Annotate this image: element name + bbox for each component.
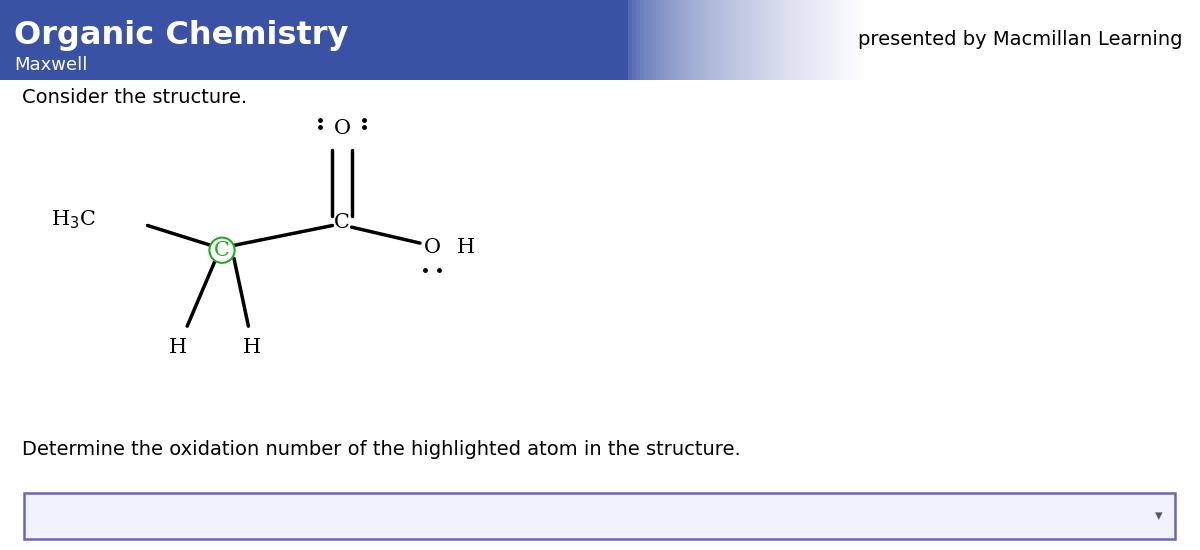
Bar <box>740 0 744 80</box>
Bar <box>680 0 684 80</box>
Bar <box>752 0 756 80</box>
Text: presented by Macmillan Learning: presented by Macmillan Learning <box>858 30 1182 50</box>
Bar <box>0 0 1200 80</box>
Bar <box>744 0 748 80</box>
Bar <box>632 0 636 80</box>
Bar <box>648 0 652 80</box>
Bar <box>828 0 832 80</box>
Bar <box>656 0 660 80</box>
Bar <box>700 0 704 80</box>
Text: O: O <box>334 118 350 138</box>
Bar <box>732 0 736 80</box>
Bar <box>684 0 688 80</box>
Bar <box>864 0 1200 80</box>
Bar <box>792 0 796 80</box>
Bar <box>664 0 668 80</box>
Bar <box>796 0 800 80</box>
Bar <box>668 0 672 80</box>
Bar <box>628 0 632 80</box>
Text: H: H <box>242 338 262 358</box>
Bar <box>708 0 712 80</box>
Bar <box>812 0 816 80</box>
Bar <box>816 0 820 80</box>
Bar <box>784 0 788 80</box>
Bar <box>820 0 824 80</box>
Bar <box>676 0 680 80</box>
Bar <box>688 0 692 80</box>
Bar <box>712 0 716 80</box>
Bar <box>768 0 772 80</box>
Bar <box>836 0 840 80</box>
Bar <box>772 0 776 80</box>
Bar <box>660 0 664 80</box>
Bar <box>704 0 708 80</box>
Text: C: C <box>214 241 230 260</box>
Bar <box>852 0 856 80</box>
Bar <box>808 0 812 80</box>
Text: ▾: ▾ <box>1156 508 1163 524</box>
Bar <box>856 0 860 80</box>
Bar <box>720 0 724 80</box>
Text: H: H <box>456 238 475 257</box>
Bar <box>760 0 764 80</box>
Bar <box>728 0 732 80</box>
Bar <box>716 0 720 80</box>
Text: C: C <box>334 213 350 232</box>
Text: H: H <box>168 338 187 358</box>
Bar <box>696 0 700 80</box>
Bar <box>776 0 780 80</box>
Text: Maxwell: Maxwell <box>14 56 88 74</box>
FancyBboxPatch shape <box>24 493 1175 539</box>
Bar <box>692 0 696 80</box>
Bar <box>800 0 804 80</box>
Bar <box>840 0 844 80</box>
Bar <box>748 0 752 80</box>
Bar <box>624 0 628 80</box>
Bar <box>644 0 648 80</box>
Bar <box>724 0 728 80</box>
Bar <box>652 0 656 80</box>
Bar <box>672 0 676 80</box>
Text: O: O <box>424 238 440 257</box>
Text: Determine the oxidation number of the highlighted atom in the structure.: Determine the oxidation number of the hi… <box>22 440 740 459</box>
Bar <box>804 0 808 80</box>
Bar <box>780 0 784 80</box>
Bar <box>844 0 848 80</box>
Bar <box>764 0 768 80</box>
Bar <box>860 0 864 80</box>
Bar <box>848 0 852 80</box>
Text: Consider the structure.: Consider the structure. <box>22 88 247 107</box>
Bar <box>736 0 740 80</box>
Bar <box>832 0 836 80</box>
Bar <box>640 0 644 80</box>
Bar <box>788 0 792 80</box>
Bar <box>756 0 760 80</box>
Text: H$_3$C: H$_3$C <box>52 208 96 232</box>
Bar <box>636 0 640 80</box>
Text: Organic Chemistry: Organic Chemistry <box>14 20 349 51</box>
Bar <box>824 0 828 80</box>
